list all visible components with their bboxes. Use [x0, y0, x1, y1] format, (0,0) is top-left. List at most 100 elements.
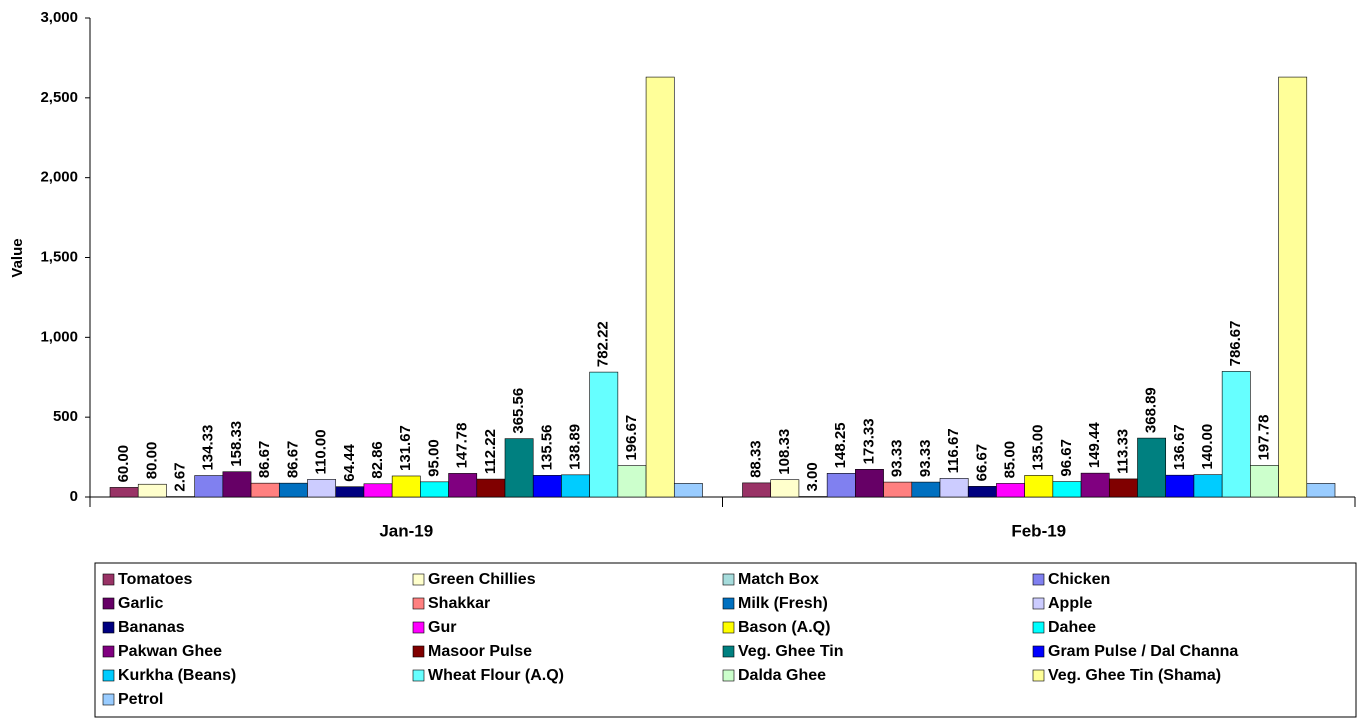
legend-label: Masoor Pulse	[428, 643, 532, 660]
legend	[94, 562, 1357, 718]
data-label: 196.67	[623, 415, 640, 461]
bar	[645, 76, 675, 498]
legend-swatch	[102, 621, 115, 634]
data-label: 64.44	[341, 444, 358, 482]
y-tick-label: 0	[70, 488, 78, 505]
bar	[1221, 371, 1251, 498]
data-label: 148.25	[832, 422, 849, 468]
bar	[967, 486, 997, 498]
data-label: 66.67	[973, 444, 990, 482]
data-label: 2.67	[172, 462, 189, 491]
bar	[476, 478, 506, 498]
legend-swatch	[1032, 669, 1045, 682]
data-label: 197.78	[1255, 415, 1272, 461]
data-label: 135.56	[538, 424, 555, 470]
data-label: 88.33	[748, 440, 765, 478]
legend-label: Veg. Ghee Tin (Shama)	[1048, 667, 1221, 684]
legend-label: Bason (A.Q)	[738, 619, 830, 636]
data-label: 158.33	[228, 421, 245, 467]
legend-label: Kurkha (Beans)	[118, 667, 236, 684]
legend-swatch	[1032, 573, 1045, 586]
legend-swatch	[722, 573, 735, 586]
legend-swatch	[102, 597, 115, 610]
y-tick-label: 2,500	[40, 89, 78, 106]
data-label: 60.00	[115, 445, 132, 483]
y-tick-label: 1,000	[40, 328, 78, 345]
data-label: 96.67	[1058, 439, 1075, 477]
legend-label: Match Box	[738, 571, 819, 588]
bar	[673, 483, 703, 498]
legend-label: Bananas	[118, 619, 185, 636]
legend-swatch	[412, 645, 425, 658]
bar	[561, 474, 590, 498]
legend-label: Dahee	[1048, 619, 1096, 636]
data-label: 134.33	[200, 425, 217, 471]
bar	[939, 478, 969, 498]
legend-swatch	[102, 693, 115, 706]
legend-label: Shakkar	[428, 595, 490, 612]
legend-label: Gram Pulse / Dal Channa	[1048, 643, 1238, 660]
bar	[1193, 474, 1223, 498]
legend-label: Dalda Ghee	[738, 667, 826, 684]
bar	[911, 481, 941, 498]
bar	[278, 482, 308, 498]
legend-label: Veg. Ghee Tin	[738, 643, 844, 660]
data-label: 85.00	[1002, 441, 1019, 479]
data-label: 86.67	[284, 441, 301, 479]
data-label: 365.56	[510, 388, 527, 434]
data-label: 112.22	[482, 429, 499, 474]
legend-label: Apple	[1048, 595, 1093, 612]
legend-swatch	[722, 621, 735, 634]
data-label: 113.33	[1114, 429, 1131, 474]
data-label: 108.33	[776, 429, 793, 475]
data-label: 93.33	[917, 440, 934, 478]
data-label: 93.33	[889, 440, 906, 478]
bar	[391, 475, 421, 498]
bar	[448, 473, 478, 498]
bar	[109, 487, 139, 498]
data-label: 368.89	[1143, 387, 1160, 433]
data-label: 131.67	[397, 425, 414, 471]
legend-label: Chicken	[1048, 571, 1110, 588]
legend-swatch	[722, 645, 735, 658]
data-label: 136.67	[1171, 424, 1188, 470]
bar	[363, 483, 393, 498]
bar	[770, 479, 800, 498]
legend-label: Pakwan Ghee	[118, 643, 222, 660]
legend-label: Gur	[428, 619, 456, 636]
bar	[194, 475, 224, 498]
legend-swatch	[722, 669, 735, 682]
bar	[826, 473, 856, 498]
legend-swatch	[412, 621, 425, 634]
data-label: 782.22	[595, 321, 612, 367]
legend-swatch	[102, 573, 115, 586]
legend-swatch	[1032, 597, 1045, 610]
bar	[250, 482, 280, 498]
bar	[420, 481, 449, 498]
bar	[222, 471, 252, 498]
legend-swatch	[1032, 621, 1045, 634]
legend-label: Wheat Flour (A.Q)	[428, 667, 564, 684]
data-label: 149.44	[1086, 422, 1103, 469]
data-label: 3.00	[804, 462, 821, 491]
bar	[1052, 481, 1082, 498]
bar	[996, 483, 1025, 498]
bar	[742, 482, 772, 498]
y-tick-label: 1,500	[40, 248, 78, 265]
legend-swatch	[1032, 645, 1045, 658]
bar	[1108, 478, 1138, 498]
legend-swatch	[102, 669, 115, 682]
bar	[532, 475, 562, 498]
data-label: 786.67	[1227, 321, 1244, 367]
legend-label: Green Chillies	[428, 571, 536, 588]
data-label: 82.86	[369, 441, 386, 479]
y-tick-label: 3,000	[40, 9, 78, 26]
data-label: 86.67	[256, 441, 273, 479]
bar	[1165, 474, 1195, 498]
bar	[504, 438, 534, 498]
bar	[1278, 76, 1308, 498]
legend-swatch	[412, 597, 425, 610]
bar	[137, 483, 167, 498]
data-label: 80.00	[143, 442, 160, 480]
legend-swatch	[722, 597, 735, 610]
